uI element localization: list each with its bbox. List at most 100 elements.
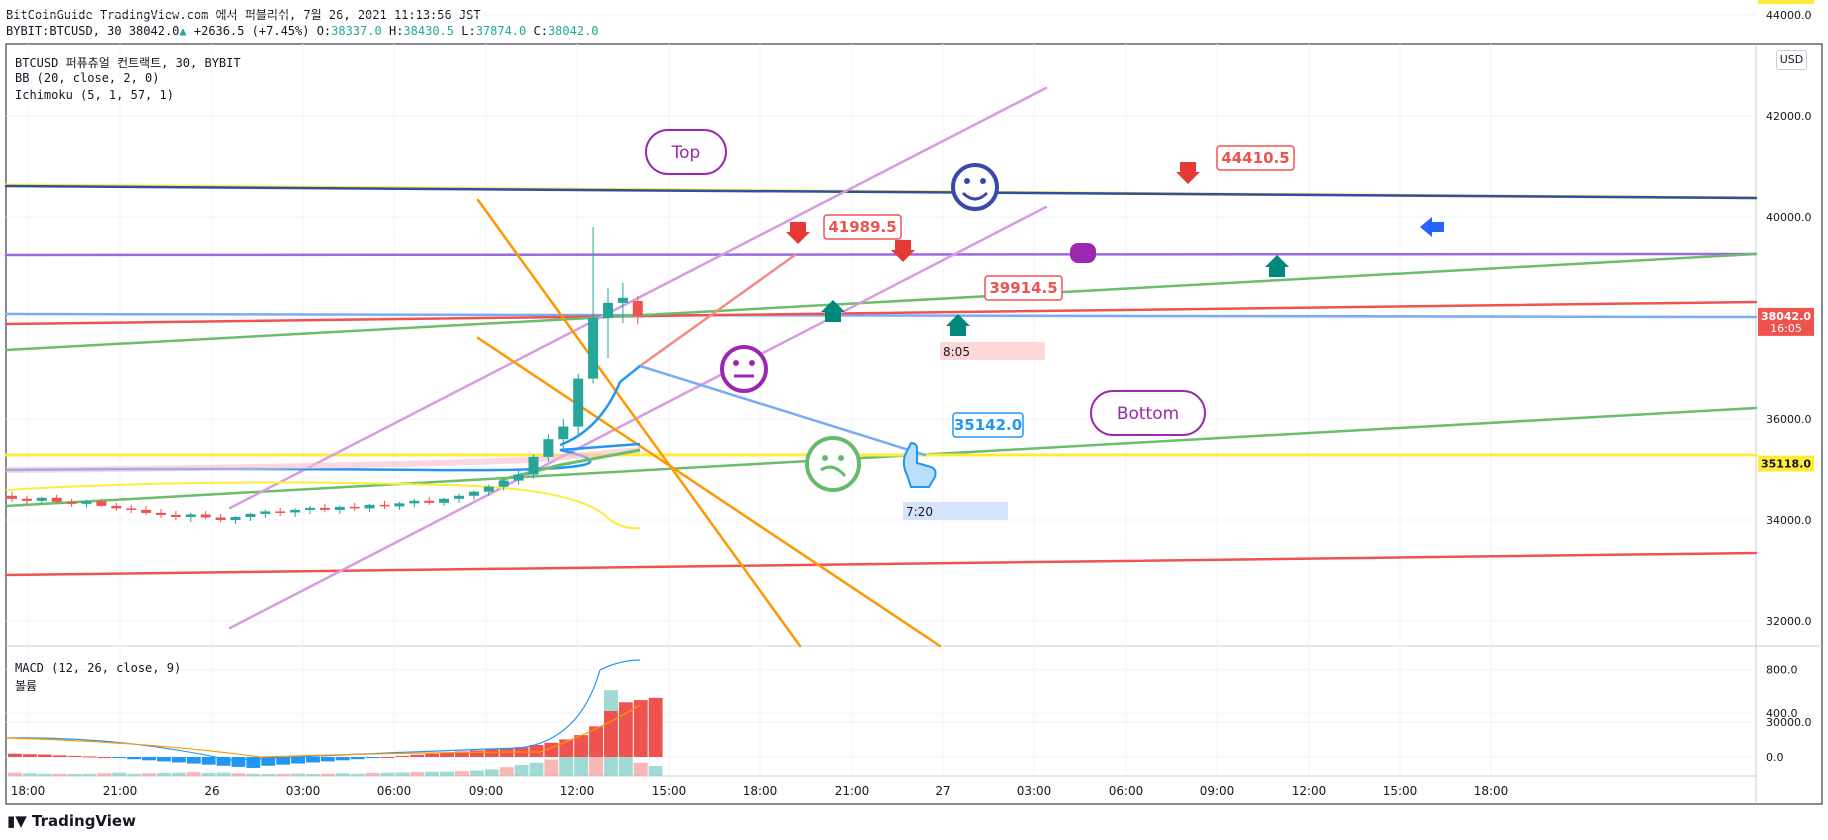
volume-bar	[112, 772, 127, 776]
smiley-face-icon-mouth	[961, 191, 989, 201]
candle-body	[454, 495, 464, 499]
price-label-35142[interactable]	[952, 412, 1024, 438]
channel-line-orange-1[interactable]	[476, 198, 802, 648]
macd-histogram-bar	[335, 757, 350, 761]
volume-bar	[142, 773, 156, 776]
x-tick-label: 27	[935, 784, 950, 798]
macd-histogram-bar	[112, 757, 127, 759]
macd-histogram-bar	[484, 749, 499, 757]
macd-histogram-bar	[142, 757, 156, 761]
candle-body	[483, 486, 494, 492]
callout-top[interactable]	[645, 129, 727, 175]
volume-bar	[157, 772, 171, 776]
y-tick-label: 30000.0	[1766, 716, 1812, 729]
channel-line-pink-2[interactable]	[228, 205, 1048, 630]
dizzy-face-icon[interactable]	[805, 436, 861, 492]
currency-badge[interactable]: USD	[1776, 50, 1807, 70]
macd-histogram-bar	[261, 757, 276, 766]
candle-body	[126, 508, 137, 510]
candle-body	[424, 500, 435, 503]
arrow-line-to-35142[interactable]	[638, 364, 927, 457]
macd-histogram-bar	[604, 711, 618, 757]
arrow-up-icon[interactable]	[946, 314, 970, 336]
candle-body	[617, 297, 628, 303]
candle-body	[66, 501, 77, 504]
chart-frame	[5, 43, 1823, 805]
macd-histogram-bar	[127, 757, 142, 760]
x-tick-label: 06:00	[377, 784, 412, 798]
volume-bar	[306, 774, 320, 776]
volume-bar	[335, 773, 350, 776]
volume-bar	[484, 769, 499, 776]
candle-body	[170, 514, 181, 517]
smiley-face-icon[interactable]	[951, 163, 999, 211]
ichimoku-cloud	[5, 447, 641, 473]
candle-body	[156, 512, 166, 515]
cat-icon[interactable]	[1070, 243, 1096, 263]
horizontal-line-lightblue[interactable]	[4, 312, 1758, 319]
volume-bar	[82, 773, 97, 776]
arrow-up-icon[interactable]	[821, 300, 845, 322]
candle-body	[245, 513, 256, 517]
candle-body	[498, 480, 509, 487]
smiley-face-icon-eye	[964, 178, 970, 184]
close-value: 38042.0	[547, 24, 599, 38]
x-tick-label: 12:00	[560, 784, 595, 798]
macd-histogram-bar	[97, 757, 112, 758]
arrow-line-to-41989[interactable]	[638, 253, 797, 368]
volume-bar	[127, 773, 142, 776]
macd-y-tick-label: 0.0	[1766, 751, 1784, 764]
range-box-8-05	[940, 342, 1045, 360]
macd-histogram-bar	[52, 755, 67, 757]
y-tick-label: 40000.0	[1766, 211, 1812, 224]
change-arrow-icon: ▲	[179, 24, 187, 38]
x-tick-label: 09:00	[469, 784, 504, 798]
macd-histogram-bar	[440, 752, 454, 757]
arrow-down-icon[interactable]	[786, 222, 810, 244]
x-tick-label: 18:00	[1474, 784, 1509, 798]
price-label-41989[interactable]	[823, 214, 902, 240]
annotation-labels[interactable]: 44374.5 38042.016:05 35118.0 Top Bottom 44410…	[645, 0, 1814, 520]
pointing-hand-icon[interactable]	[902, 441, 937, 488]
arrow-down-icon[interactable]	[1176, 162, 1200, 184]
volume-bar	[425, 771, 440, 776]
trend-line-red-bottom[interactable]	[4, 551, 1758, 577]
price-label-44410[interactable]	[1216, 145, 1295, 171]
candle-body	[111, 505, 122, 509]
candle-body	[200, 514, 211, 518]
drawings-layer[interactable]	[4, 86, 1758, 648]
price-marker-time: 16:05	[1770, 322, 1802, 335]
candle-body	[543, 439, 554, 457]
horizontal-line-purple[interactable]	[4, 252, 1758, 257]
volume-bar	[216, 772, 231, 776]
volume-bar	[529, 762, 544, 776]
candle-body	[51, 497, 62, 502]
trend-line-green-lower[interactable]	[4, 406, 1758, 508]
arrow-up-icon[interactable]	[1265, 255, 1289, 277]
macd-histogram-bar	[22, 754, 37, 757]
arrow-left-icon[interactable]	[1420, 217, 1444, 237]
symbol-label: BYBIT:BTCUSD, 30	[6, 24, 122, 38]
x-tick-label: 03:00	[286, 784, 321, 798]
price-label-39914[interactable]	[984, 275, 1063, 301]
tradingview-logo: ▮▼ TradingView	[7, 812, 136, 830]
legend-macd: MACD (12, 26, close, 9)	[15, 661, 182, 675]
horizontal-line-navy[interactable]	[4, 184, 1758, 200]
volume-bar	[276, 773, 291, 776]
price-marker-label: 38042.0	[1761, 310, 1811, 323]
macd-histogram-bar	[648, 697, 663, 757]
dizzy-face-icon-eye	[822, 455, 828, 461]
trend-line-green-upper[interactable]	[4, 252, 1758, 352]
macd-histogram-bar	[425, 753, 440, 757]
trend-line-red-upper[interactable]	[4, 300, 1758, 326]
callout-bottom-text: Bottom	[1117, 404, 1179, 424]
neutral-face-icon[interactable]	[720, 345, 768, 393]
macd-histogram-bar	[350, 757, 365, 760]
neutral-face-icon-eye	[733, 360, 739, 366]
callout-bottom[interactable]	[1090, 390, 1206, 436]
channel-line-orange-2[interactable]	[476, 336, 942, 648]
low-value: 37874.0	[475, 24, 527, 38]
macd-pane	[5, 659, 663, 776]
arrow-down-icon[interactable]	[891, 240, 915, 262]
